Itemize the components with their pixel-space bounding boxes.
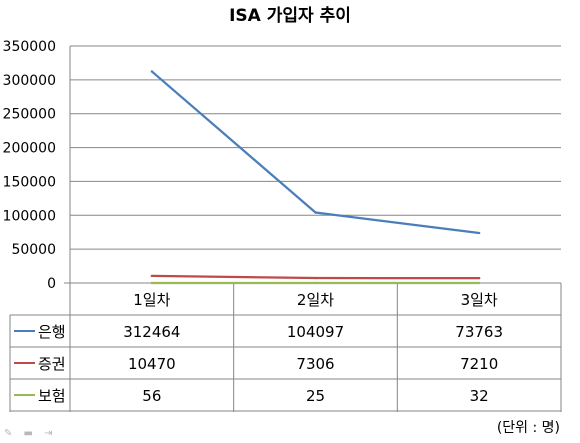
data-table-value: 73763 <box>455 323 503 341</box>
unit-note: (단위 : 명) <box>496 420 560 436</box>
legend-label: 은행 <box>38 323 66 341</box>
data-table-value: 7306 <box>296 355 334 373</box>
y-tick-label: 350000 <box>3 39 56 55</box>
data-point <box>150 281 154 285</box>
y-tick-label: 50000 <box>11 242 56 258</box>
legend-label: 증권 <box>38 355 66 373</box>
y-tick-label: 300000 <box>3 73 56 89</box>
y-tick-label: 250000 <box>3 107 56 123</box>
data-table-value: 7210 <box>460 355 498 373</box>
y-tick-label: 150000 <box>3 174 56 190</box>
x-tick-label: 2일차 <box>297 291 334 309</box>
data-point <box>150 70 154 73</box>
series-line <box>151 70 480 235</box>
editor-icons: ✎ ▬ ⇥ <box>4 428 57 439</box>
data-point <box>477 276 481 280</box>
data-point <box>314 211 317 214</box>
y-tick-label: 200000 <box>3 141 56 157</box>
x-tick-label: 3일차 <box>461 291 498 309</box>
chart-title: ISA 가입자 추이 <box>229 6 351 26</box>
x-tick-label: 1일차 <box>133 291 170 309</box>
data-table-value: 32 <box>470 387 489 405</box>
data-table-value: 10470 <box>128 355 176 373</box>
data-point <box>477 231 481 235</box>
data-point <box>314 276 317 280</box>
data-point <box>314 281 317 285</box>
data-point <box>477 281 481 285</box>
data-table-value: 25 <box>306 387 325 405</box>
data-table-value: 104097 <box>287 323 344 341</box>
legend-label: 보험 <box>38 387 66 405</box>
y-tick-label: 0 <box>47 276 56 292</box>
y-tick-label: 100000 <box>3 208 56 224</box>
data-table-value: 312464 <box>123 323 180 341</box>
data-point <box>150 274 154 278</box>
data-table-value: 56 <box>142 387 161 405</box>
